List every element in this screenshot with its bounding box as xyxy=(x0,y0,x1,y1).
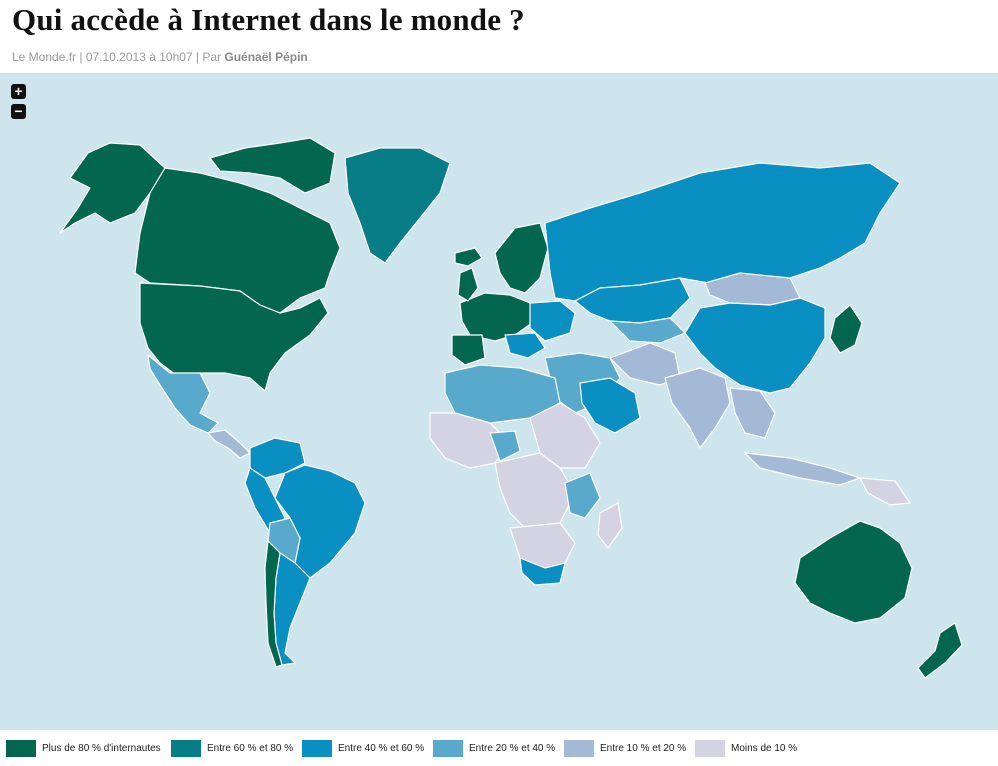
region-canada[interactable] xyxy=(134,167,341,314)
byline-author: Guénaël Pépin xyxy=(224,50,308,64)
region-new-zealand[interactable] xyxy=(917,622,963,679)
region-iberia[interactable] xyxy=(451,334,486,366)
region-papua[interactable] xyxy=(859,477,911,506)
zoom-out-button[interactable]: − xyxy=(11,104,26,119)
legend-item-80: Plus de 80 % d'internautes xyxy=(6,739,171,757)
region-chile[interactable] xyxy=(264,540,283,668)
region-usa[interactable] xyxy=(139,282,329,392)
world-map-svg xyxy=(59,137,963,679)
region-uk[interactable] xyxy=(457,267,479,302)
region-eastern-europe[interactable] xyxy=(529,300,576,342)
region-mexico[interactable] xyxy=(147,354,219,434)
region-australia[interactable] xyxy=(794,520,913,624)
legend-item-0: Moins de 10 % xyxy=(695,739,815,757)
region-southeast-asia[interactable] xyxy=(729,387,776,439)
region-central-asia[interactable] xyxy=(609,317,686,344)
legend-swatch-0 xyxy=(695,739,725,757)
legend: Plus de 80 % d'internautes Entre 60 % et… xyxy=(6,738,815,758)
legend-item-20: Entre 20 % et 40 % xyxy=(433,739,564,757)
legend-item-60: Entre 60 % et 80 % xyxy=(171,739,302,757)
legend-label-10: Entre 10 % et 20 % xyxy=(600,742,687,754)
legend-swatch-40 xyxy=(302,739,332,757)
region-japan-korea[interactable] xyxy=(829,304,863,354)
byline-source: Le Monde.fr | 07.10.2013 à 10h07 | Par xyxy=(12,50,225,64)
region-nigeria[interactable] xyxy=(489,430,521,462)
legend-label-40: Entre 40 % et 60 % xyxy=(338,742,425,754)
region-kenya-tanzania[interactable] xyxy=(564,472,601,519)
world-map[interactable]: + − xyxy=(0,73,998,730)
region-madagascar[interactable] xyxy=(597,502,623,549)
legend-swatch-80 xyxy=(6,739,36,757)
legend-item-40: Entre 40 % et 60 % xyxy=(302,739,433,757)
region-greenland[interactable] xyxy=(344,147,451,264)
legend-item-10: Entre 10 % et 20 % xyxy=(564,739,695,757)
legend-label-0: Moins de 10 % xyxy=(731,742,798,754)
legend-swatch-60 xyxy=(171,739,201,757)
byline: Le Monde.fr | 07.10.2013 à 10h07 | Par G… xyxy=(12,50,308,64)
region-iceland[interactable] xyxy=(454,247,483,267)
legend-label-60: Entre 60 % et 80 % xyxy=(207,742,294,754)
region-kazakhstan[interactable] xyxy=(574,277,691,324)
region-china[interactable] xyxy=(684,297,826,394)
region-arabia[interactable] xyxy=(579,377,641,434)
legend-swatch-10 xyxy=(564,739,594,757)
region-western-europe[interactable] xyxy=(459,292,533,342)
region-indonesia[interactable] xyxy=(744,452,861,486)
region-india[interactable] xyxy=(664,367,731,449)
region-canada-islands[interactable] xyxy=(209,137,336,194)
legend-swatch-20 xyxy=(433,739,463,757)
region-balkans[interactable] xyxy=(504,332,546,359)
zoom-in-button[interactable]: + xyxy=(11,84,26,99)
region-south-africa[interactable] xyxy=(519,557,566,586)
page-title: Qui accède à Internet dans le monde ? xyxy=(12,2,525,37)
region-scandinavia[interactable] xyxy=(494,222,549,294)
legend-label-20: Entre 20 % et 40 % xyxy=(469,742,556,754)
region-alaska[interactable] xyxy=(59,142,166,234)
legend-label-80: Plus de 80 % d'internautes xyxy=(42,742,161,754)
region-central-america[interactable] xyxy=(207,429,251,459)
